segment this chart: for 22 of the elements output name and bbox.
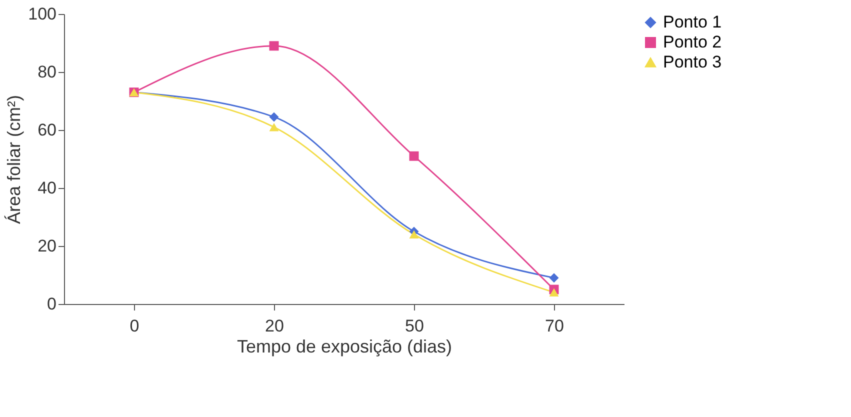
y-tick-label: 20 <box>38 236 56 256</box>
point <box>549 273 559 283</box>
point <box>269 41 279 51</box>
x-tick-label: 50 <box>405 316 424 336</box>
legend-label: Ponto 2 <box>663 32 722 52</box>
point <box>409 151 419 161</box>
legend-label: Ponto 3 <box>663 52 722 72</box>
point <box>549 288 559 297</box>
x-tick-label: 0 <box>130 316 140 336</box>
x-axis-title: Tempo de exposição (dias) <box>236 336 452 356</box>
y-axis-title: Área foliar (cm²) <box>4 94 24 224</box>
y-tick-label: 60 <box>38 120 56 140</box>
point <box>409 230 419 239</box>
y-tick-label: 40 <box>38 178 56 198</box>
legend-label: Ponto 1 <box>663 12 722 32</box>
y-tick-label: 80 <box>38 62 56 82</box>
point <box>269 122 279 132</box>
y-tick-label: 0 <box>47 294 56 314</box>
point <box>269 112 279 122</box>
x-tick-label: 20 <box>265 316 284 336</box>
y-tick-label: 100 <box>28 4 56 24</box>
x-tick-label: 70 <box>545 316 564 336</box>
